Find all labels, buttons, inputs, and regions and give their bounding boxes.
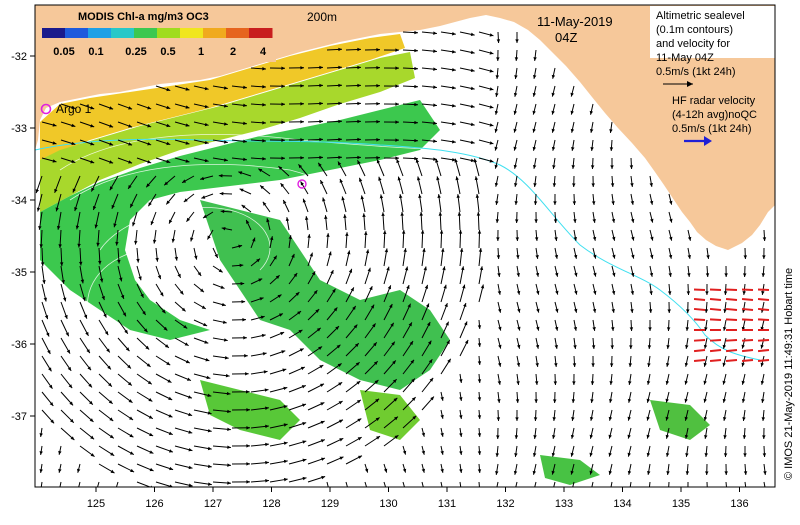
hf-radar-arrow	[710, 319, 721, 320]
hf-radar-arrow	[742, 289, 753, 290]
y-axis-ticks: -32 -33 -34 -35 -36 -37	[11, 51, 35, 423]
colorbar-swatch	[88, 28, 112, 38]
y-tick-label: -37	[11, 411, 27, 423]
hf-radar-arrow	[694, 289, 705, 290]
hf-radar-arrow	[742, 309, 753, 310]
hf-radar-arrow	[710, 360, 721, 361]
date-label: 11-May-2019	[537, 14, 613, 29]
altimetry-legend-line-3: and velocity for	[656, 38, 730, 50]
x-axis-ticks: 125 126 127 128 129 130 131 132 133 134 135 136	[87, 487, 749, 510]
hf-radar-arrow	[726, 309, 737, 310]
colorbar-swatch	[42, 28, 66, 38]
hf-radar-arrow	[742, 340, 753, 341]
hf-radar-arrow	[726, 319, 737, 320]
y-tick-label: -34	[11, 195, 27, 207]
hf-radar-arrow	[758, 289, 769, 290]
hf-radar-arrow	[710, 309, 721, 310]
altimetry-legend-line-2: (0.1m contours)	[656, 24, 733, 36]
hf-radar-arrow	[694, 309, 705, 310]
colorbar-tick-label: 0.5	[160, 46, 175, 58]
hf-radar-arrow	[726, 360, 737, 361]
hf-radar-arrow	[726, 340, 737, 341]
colorbar-swatch	[249, 28, 273, 38]
hf-radar-arrow	[694, 299, 705, 300]
hf-radar-arrow	[710, 340, 721, 341]
colorbar-swatch	[157, 28, 181, 38]
colorbar-scale	[42, 28, 273, 38]
colorbar-tick-label: 0.05	[53, 46, 74, 58]
hf-radar-arrow	[742, 319, 753, 320]
hf-legend-line-1: HF radar velocity	[672, 95, 756, 107]
hf-radar-arrow	[758, 319, 769, 320]
y-tick-label: -36	[11, 339, 27, 351]
time-label: 04Z	[555, 30, 577, 45]
hf-radar-arrow	[758, 309, 769, 310]
hf-radar-arrow	[694, 350, 705, 351]
hf-radar-arrow	[726, 299, 737, 300]
hf-radar-arrow	[726, 289, 737, 290]
hf-radar-arrow	[694, 360, 705, 361]
altimetry-legend-line-5: 0.5m/s (1kt 24h)	[656, 66, 735, 78]
colorbar-tick-label: 0.25	[125, 46, 146, 58]
x-tick-label: 129	[321, 498, 339, 510]
colorbar-swatch	[65, 28, 89, 38]
hf-radar-arrow	[694, 340, 705, 341]
x-tick-label: 127	[204, 498, 222, 510]
y-tick-label: -33	[11, 123, 27, 135]
y-tick-label: -32	[11, 51, 27, 63]
x-tick-label: 134	[613, 498, 631, 510]
hf-legend-line-3: 0.5m/s (1kt 24h)	[672, 123, 751, 135]
x-tick-label: 132	[496, 498, 514, 510]
x-tick-label: 131	[438, 498, 456, 510]
x-tick-label: 125	[87, 498, 105, 510]
x-tick-label: 128	[262, 498, 280, 510]
x-tick-label: 130	[379, 498, 397, 510]
argo-label: Argo 1	[56, 102, 92, 116]
altimetry-legend-line-1: Altimetric sealevel	[656, 10, 745, 22]
x-tick-label: 135	[672, 498, 690, 510]
colorbar-swatch	[226, 28, 250, 38]
hf-radar-arrow	[710, 299, 721, 300]
hf-radar-arrow	[726, 350, 737, 351]
hf-radar-arrow	[758, 299, 769, 300]
colorbar-swatch	[134, 28, 158, 38]
colorbar-tick-label: 4	[260, 46, 267, 58]
hf-radar-arrow	[710, 350, 721, 351]
plot-area: Argo 1 MODIS Chl-a mg/m3 OC3 0.05 0.1 0.25…	[35, 5, 775, 493]
hf-radar-arrow	[758, 350, 769, 351]
colorbar-title: MODIS Chl-a mg/m3 OC3	[78, 11, 209, 23]
colorbar-tick-label: 2	[230, 46, 236, 58]
colorbar-tick-label: 1	[198, 46, 204, 58]
credit-text: © IMOS 21-May-2019 11:49:31 Hobart time	[783, 268, 795, 480]
x-tick-label: 136	[730, 498, 748, 510]
hf-radar-arrow	[710, 289, 721, 290]
x-tick-label: 133	[555, 498, 573, 510]
colorbar-swatch	[111, 28, 135, 38]
hf-radar-arrow	[742, 360, 753, 361]
hf-radar-arrow	[742, 350, 753, 351]
hf-radar-arrow	[742, 299, 753, 300]
colorbar-swatch	[203, 28, 227, 38]
depth-label: 200m	[307, 10, 337, 24]
hf-radar-arrow	[758, 340, 769, 341]
hf-radar-arrow	[694, 319, 705, 320]
hf-radar-arrow	[758, 360, 769, 361]
hf-legend-line-2: (4-12h avg)noQC	[672, 109, 757, 121]
y-tick-label: -35	[11, 267, 27, 279]
x-tick-label: 126	[145, 498, 163, 510]
altimetry-legend-line-4: 11-May 04Z	[656, 52, 714, 64]
colorbar-swatch	[180, 28, 204, 38]
colorbar-tick-label: 0.1	[88, 46, 103, 58]
